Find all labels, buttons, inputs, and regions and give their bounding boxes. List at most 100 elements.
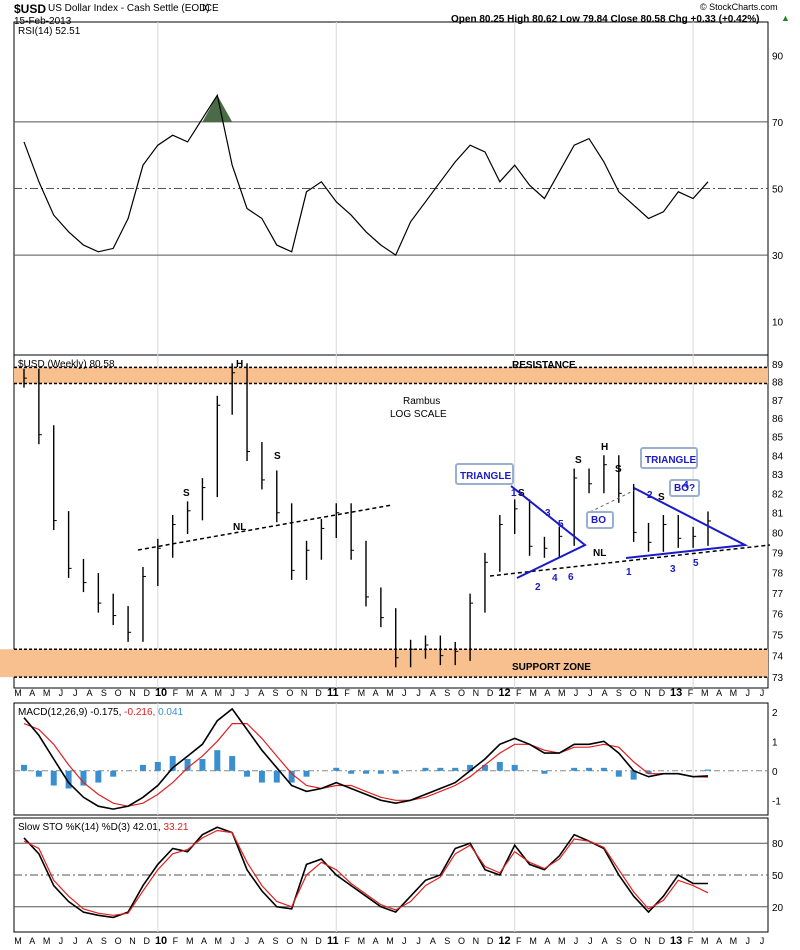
macd-histogram-bar xyxy=(184,759,191,771)
chart-instrument-name: US Dollar Index - Cash Settle (EOD) xyxy=(48,3,210,14)
x-axis-label: A xyxy=(544,688,550,698)
x-axis-label: D xyxy=(487,688,494,698)
macd-histogram-bar xyxy=(705,769,711,771)
triangle-label-1-box xyxy=(455,463,514,485)
x-axis-label: J xyxy=(59,936,64,946)
x-axis-label: A xyxy=(87,936,93,946)
x-axis-label: A xyxy=(87,688,93,698)
macd-tick-label: 2 xyxy=(772,708,778,719)
x-axis-label: N xyxy=(301,936,308,946)
x-axis-label: A xyxy=(602,688,608,698)
panel-frame-macd xyxy=(13,702,769,816)
macd-histogram-bar xyxy=(630,770,637,780)
nl-label-2: NL xyxy=(593,548,606,559)
macd-histogram-bar xyxy=(110,770,117,777)
x-axis-label: 13 xyxy=(670,935,682,947)
breakout-q-label: BO? xyxy=(674,483,695,494)
macd-histogram-bar xyxy=(303,770,310,777)
rsi-line xyxy=(23,93,709,256)
copyright-notice: © StockCharts.com xyxy=(700,2,778,12)
x-axis-label: J xyxy=(245,688,250,698)
macd-histogram-bar xyxy=(273,770,280,783)
macd-histogram-bar xyxy=(511,764,518,771)
shoulder-label: S xyxy=(183,488,190,499)
macd-histogram-bar xyxy=(229,756,236,771)
x-axis-label: 11 xyxy=(327,687,339,699)
x-axis-label: J xyxy=(73,936,78,946)
shoulder-label: S xyxy=(575,455,582,466)
x-axis-label: O xyxy=(458,688,465,698)
neckline-2 xyxy=(489,544,771,577)
head-label-1: H xyxy=(236,359,243,370)
x-axis-label: A xyxy=(430,688,436,698)
x-axis-label: F xyxy=(688,936,694,946)
rsi-overbought-fill xyxy=(202,95,233,122)
sto-d-line xyxy=(23,829,709,916)
shoulder-label: S xyxy=(274,451,281,462)
macd-histogram-bar xyxy=(437,767,444,771)
x-axis-label: 10 xyxy=(155,935,167,947)
macd-histogram-bar xyxy=(481,764,488,771)
macd-histogram-bar xyxy=(392,770,399,774)
price-tick-label: 84 xyxy=(772,451,784,462)
wave-count-label: 5 xyxy=(693,558,699,569)
macd-histogram-bar xyxy=(586,767,593,771)
macd-histogram-bar xyxy=(169,756,176,771)
x-axis-label: N xyxy=(473,936,480,946)
resistance-zone xyxy=(14,367,768,384)
x-axis-label: J xyxy=(574,688,579,698)
sto-tick-label: 80 xyxy=(772,839,784,850)
x-axis-label: M xyxy=(215,688,223,698)
x-axis-label: S xyxy=(101,936,107,946)
macd-histogram-bar xyxy=(244,770,251,777)
breakout-q-label-box xyxy=(669,479,700,497)
breakout-line xyxy=(589,489,636,513)
macd-histogram-bar xyxy=(467,764,474,771)
x-axis-label: O xyxy=(630,936,637,946)
wave-count-label: 4 xyxy=(552,573,558,584)
macd-histogram-bar xyxy=(377,770,384,774)
sto-legend-part: 33.21 xyxy=(163,822,188,833)
macd-histogram-bar xyxy=(95,770,102,783)
x-axis-label: M xyxy=(701,688,709,698)
x-axis-label: F xyxy=(516,936,522,946)
x-axis-label: A xyxy=(373,936,379,946)
price-tick-label: 83 xyxy=(772,470,784,481)
head-label-2: H xyxy=(601,442,608,453)
macd-histogram-bar xyxy=(199,759,206,771)
x-axis-label: F xyxy=(516,688,522,698)
nl-label-1: NL xyxy=(233,522,246,533)
price-tick-label: 89 xyxy=(772,360,784,371)
rsi-tick-label: 90 xyxy=(772,51,784,62)
x-axis-label: D xyxy=(315,688,322,698)
x-axis-label: N xyxy=(301,688,308,698)
x-axis-label: F xyxy=(173,936,179,946)
price-tick-label: 87 xyxy=(772,396,784,407)
x-axis-label: S xyxy=(616,688,622,698)
x-axis-label: S xyxy=(273,688,279,698)
wave-count-label: 2 xyxy=(647,490,653,501)
macd-histogram-bar xyxy=(139,764,146,771)
x-axis-label: 12 xyxy=(498,687,510,699)
x-axis-label: A xyxy=(544,936,550,946)
x-axis-label: J xyxy=(59,688,64,698)
x-axis-label: J xyxy=(416,936,421,946)
macd-histogram-bar xyxy=(214,750,221,771)
x-axis-label: S xyxy=(616,936,622,946)
x-axis-label: M xyxy=(730,936,738,946)
sto-legend-part: 42.01, xyxy=(133,822,164,833)
x-axis-label: 10 xyxy=(155,687,167,699)
macd-histogram-bar xyxy=(65,770,72,789)
x-axis-label: A xyxy=(716,688,722,698)
x-axis-label: M xyxy=(14,936,22,946)
x-axis-label: A xyxy=(201,688,207,698)
macd-signal-line xyxy=(23,722,709,807)
x-axis-label: M xyxy=(358,688,366,698)
x-axis-label: M xyxy=(43,688,51,698)
macd-histogram-bar xyxy=(21,764,27,771)
x-axis-label: O xyxy=(630,688,637,698)
panel-frame-price xyxy=(13,354,769,689)
x-axis-label: J xyxy=(73,688,78,698)
macd-line xyxy=(23,707,709,810)
